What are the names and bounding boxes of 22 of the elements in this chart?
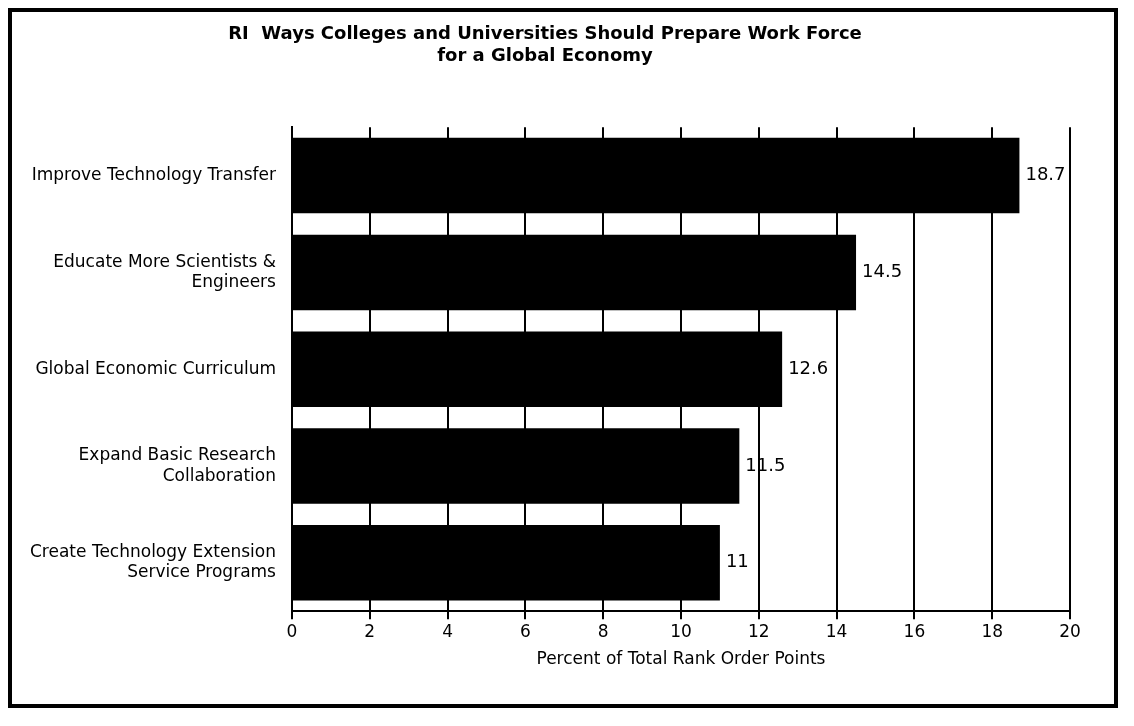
x-axis-title: Percent of Total Rank Order Points xyxy=(536,648,826,669)
y-tick-label: Create Technology Extension Service Programs xyxy=(29,541,277,582)
x-tick-label: 20 xyxy=(1059,620,1081,641)
y-tick-label: Expand Basic Research Collaboration xyxy=(78,444,276,485)
x-tick-label: 10 xyxy=(670,620,692,641)
x-tick-label: 14 xyxy=(825,620,848,641)
data-label: 11 xyxy=(725,550,749,572)
y-tick-label: Global Economic Curriculum xyxy=(35,357,276,378)
y-tick-label: Improve Technology Transfer xyxy=(31,164,276,185)
data-label: 12.6 xyxy=(788,356,829,378)
x-tick-label: 12 xyxy=(747,620,770,641)
x-tick-label: 4 xyxy=(442,620,453,641)
data-label: 18.7 xyxy=(1025,163,1066,185)
data-label: 14.5 xyxy=(862,260,903,282)
x-tick-label: 2 xyxy=(364,620,376,641)
x-tick-label: 6 xyxy=(519,620,531,641)
chart-title: RI Ways Colleges and Universities Should Prepare Work Force for a Global Economy xyxy=(228,22,862,66)
y-tick-label: Educate More Scientists & Engineers xyxy=(53,250,277,292)
x-tick-label: 8 xyxy=(597,620,609,641)
x-tick-label: 18 xyxy=(981,620,1004,641)
x-tick-label: 16 xyxy=(903,620,926,641)
x-tick-label: 0 xyxy=(286,620,298,641)
